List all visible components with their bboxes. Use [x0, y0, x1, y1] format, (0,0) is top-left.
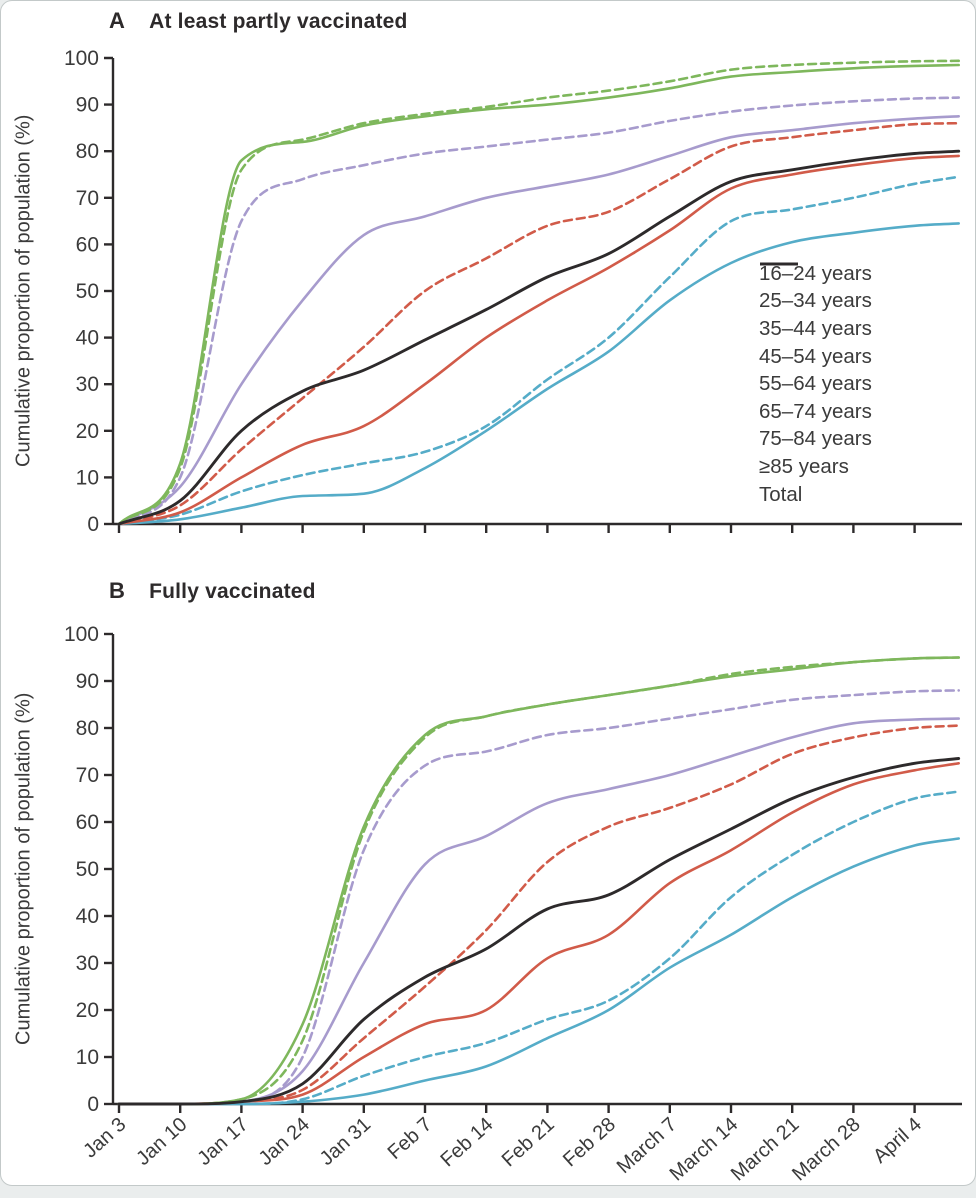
svg-text:Feb 14: Feb 14	[437, 1113, 498, 1171]
svg-text:Jan 31: Jan 31	[316, 1113, 375, 1170]
x-tick-labels: Jan 3 Jan 10 Jan 17 Jan 24 Jan 31 Feb 7 Feb 14…	[79, 1113, 926, 1185]
series-25–34 years	[117, 790, 960, 1106]
svg-text:80: 80	[76, 140, 99, 163]
svg-text:70: 70	[76, 764, 99, 787]
panel-a-title: At least partly vaccinated	[149, 10, 408, 33]
curves	[117, 59, 961, 526]
legend-label: 16–24 years	[759, 261, 872, 285]
legend-label: 55–64 years	[759, 372, 872, 396]
series-65–74 years	[117, 96, 960, 526]
panel-b-letter: B	[109, 578, 126, 603]
legend: 16–24 years 25–34 years 35–44 years 45–54 y…	[759, 260, 872, 508]
svg-text:40: 40	[76, 327, 99, 350]
series-Total	[117, 149, 961, 526]
svg-text:90: 90	[76, 94, 99, 117]
svg-text:Jan 10: Jan 10	[132, 1113, 191, 1170]
svg-text:0: 0	[87, 513, 99, 536]
legend-label: 25–34 years	[759, 289, 872, 313]
svg-text:Jan 3: Jan 3	[79, 1113, 130, 1162]
svg-text:30: 30	[76, 952, 99, 975]
series-75–84 years	[117, 656, 960, 1106]
svg-text:40: 40	[76, 905, 99, 928]
legend-label: 45–54 years	[759, 344, 872, 368]
legend-label: 75–84 years	[759, 427, 872, 451]
series-55–64 years	[117, 717, 960, 1106]
series-35–44 years	[117, 154, 960, 526]
y-tick-labels: 0 10 20 30 40 50 60 70 80 90 100	[64, 47, 99, 536]
legend-row: 65–74 years	[759, 262, 872, 426]
series-Total	[117, 757, 961, 1106]
panel-a-ylabel: Cumulative proportion of population (%)	[12, 114, 35, 468]
svg-text:100: 100	[64, 47, 99, 70]
svg-text:50: 50	[76, 858, 99, 881]
svg-text:Jan 17: Jan 17	[193, 1113, 252, 1170]
legend-row: 25–34 years	[759, 262, 872, 316]
svg-text:70: 70	[76, 187, 99, 210]
legend-line-swatch	[760, 262, 798, 266]
legend-label: ≥85 years	[759, 454, 849, 478]
legend-label: 65–74 years	[759, 399, 872, 423]
panel-b-header: B Fully vaccinated	[109, 578, 316, 604]
series-16–24 years	[117, 837, 960, 1106]
legend-label: Total	[759, 482, 803, 506]
svg-text:March 28: March 28	[788, 1113, 865, 1185]
svg-text:90: 90	[76, 670, 99, 693]
series-75–84 years	[117, 63, 960, 526]
curves	[117, 656, 961, 1106]
series-55–64 years	[117, 115, 960, 526]
svg-text:Feb 28: Feb 28	[559, 1113, 620, 1171]
series-35–44 years	[117, 762, 960, 1106]
legend-row: 35–44 years	[759, 262, 872, 343]
svg-text:60: 60	[76, 233, 99, 256]
series-≥85 years	[117, 656, 960, 1106]
legend-row: 55–64 years	[759, 262, 872, 398]
legend-row: 75–84 years	[759, 262, 872, 454]
legend-row: ≥85 years	[759, 262, 872, 481]
y-tick-labels: 0 10 20 30 40 50 60 70 80 90 100	[64, 623, 99, 1116]
series-45–54 years	[117, 724, 960, 1106]
svg-text:60: 60	[76, 811, 99, 834]
panel-a-plot: 0 10 20 30 40 50 60 70 80 90 100	[64, 47, 962, 536]
legend-label: 35–44 years	[759, 316, 872, 340]
series-65–74 years	[117, 689, 960, 1106]
panel-b-ylabel: Cumulative proportion of population (%)	[12, 692, 35, 1046]
panel-a-letter: A	[109, 8, 126, 33]
svg-text:Jan 24: Jan 24	[255, 1113, 314, 1170]
svg-text:20: 20	[76, 999, 99, 1022]
panel-b-title: Fully vaccinated	[149, 580, 316, 603]
series-≥85 years	[117, 59, 960, 526]
series-25–34 years	[117, 175, 960, 526]
series-16–24 years	[117, 222, 960, 526]
svg-text:April 4: April 4	[869, 1113, 926, 1167]
svg-text:10: 10	[76, 466, 99, 489]
legend-row: 45–54 years	[759, 262, 872, 371]
series-45–54 years	[117, 121, 960, 526]
svg-text:20: 20	[76, 420, 99, 443]
svg-text:50: 50	[76, 280, 99, 303]
svg-text:Feb 21: Feb 21	[498, 1113, 559, 1171]
panel-a-header: A At least partly vaccinated	[109, 8, 408, 34]
svg-text:0: 0	[87, 1093, 99, 1116]
svg-text:10: 10	[76, 1046, 99, 1069]
legend-row: Total	[759, 262, 872, 509]
svg-text:30: 30	[76, 373, 99, 396]
svg-text:80: 80	[76, 717, 99, 740]
svg-text:100: 100	[64, 623, 99, 646]
svg-text:Feb 7: Feb 7	[384, 1113, 437, 1164]
axes	[104, 56, 962, 533]
